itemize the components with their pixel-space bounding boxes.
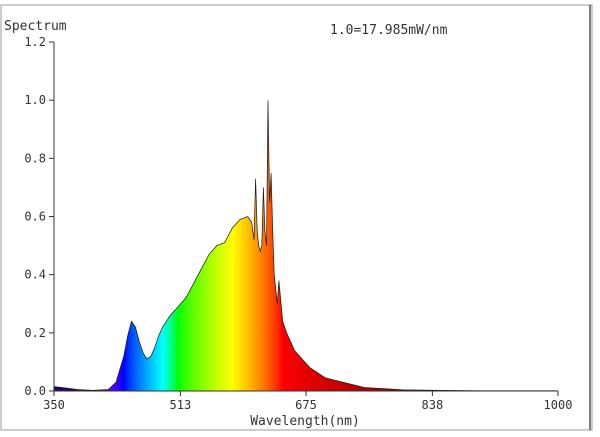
x-tick-label: 1000	[544, 398, 573, 412]
x-tick-label: 675	[295, 398, 317, 412]
outer-frame	[0, 4, 593, 431]
y-tick-label: 1.0	[24, 93, 46, 107]
x-ticks: 350 513 675 838 1000	[43, 391, 572, 412]
chart-title: Spectrum	[4, 19, 67, 34]
y-ticks: 0.0 0.2 0.4 0.6 0.8 1.0 1.2	[24, 35, 54, 398]
x-tick-label: 513	[170, 398, 192, 412]
y-tick-label: 0.8	[24, 151, 46, 165]
spectrum-line	[54, 100, 558, 391]
y-tick-label: 1.2	[24, 35, 46, 49]
y-tick-label: 0.2	[24, 326, 46, 340]
spectrum-area	[54, 100, 558, 391]
y-tick-label: 0.6	[24, 210, 46, 224]
plot-area	[54, 100, 558, 391]
power-annotation: 1.0=17.985mW/nm	[330, 23, 448, 38]
x-axis-label: Wavelength(nm)	[250, 414, 360, 429]
y-tick-label: 0.0	[24, 384, 46, 398]
x-tick-label: 838	[422, 398, 444, 412]
x-tick-label: 350	[43, 398, 65, 412]
y-tick-label: 0.4	[24, 268, 46, 282]
